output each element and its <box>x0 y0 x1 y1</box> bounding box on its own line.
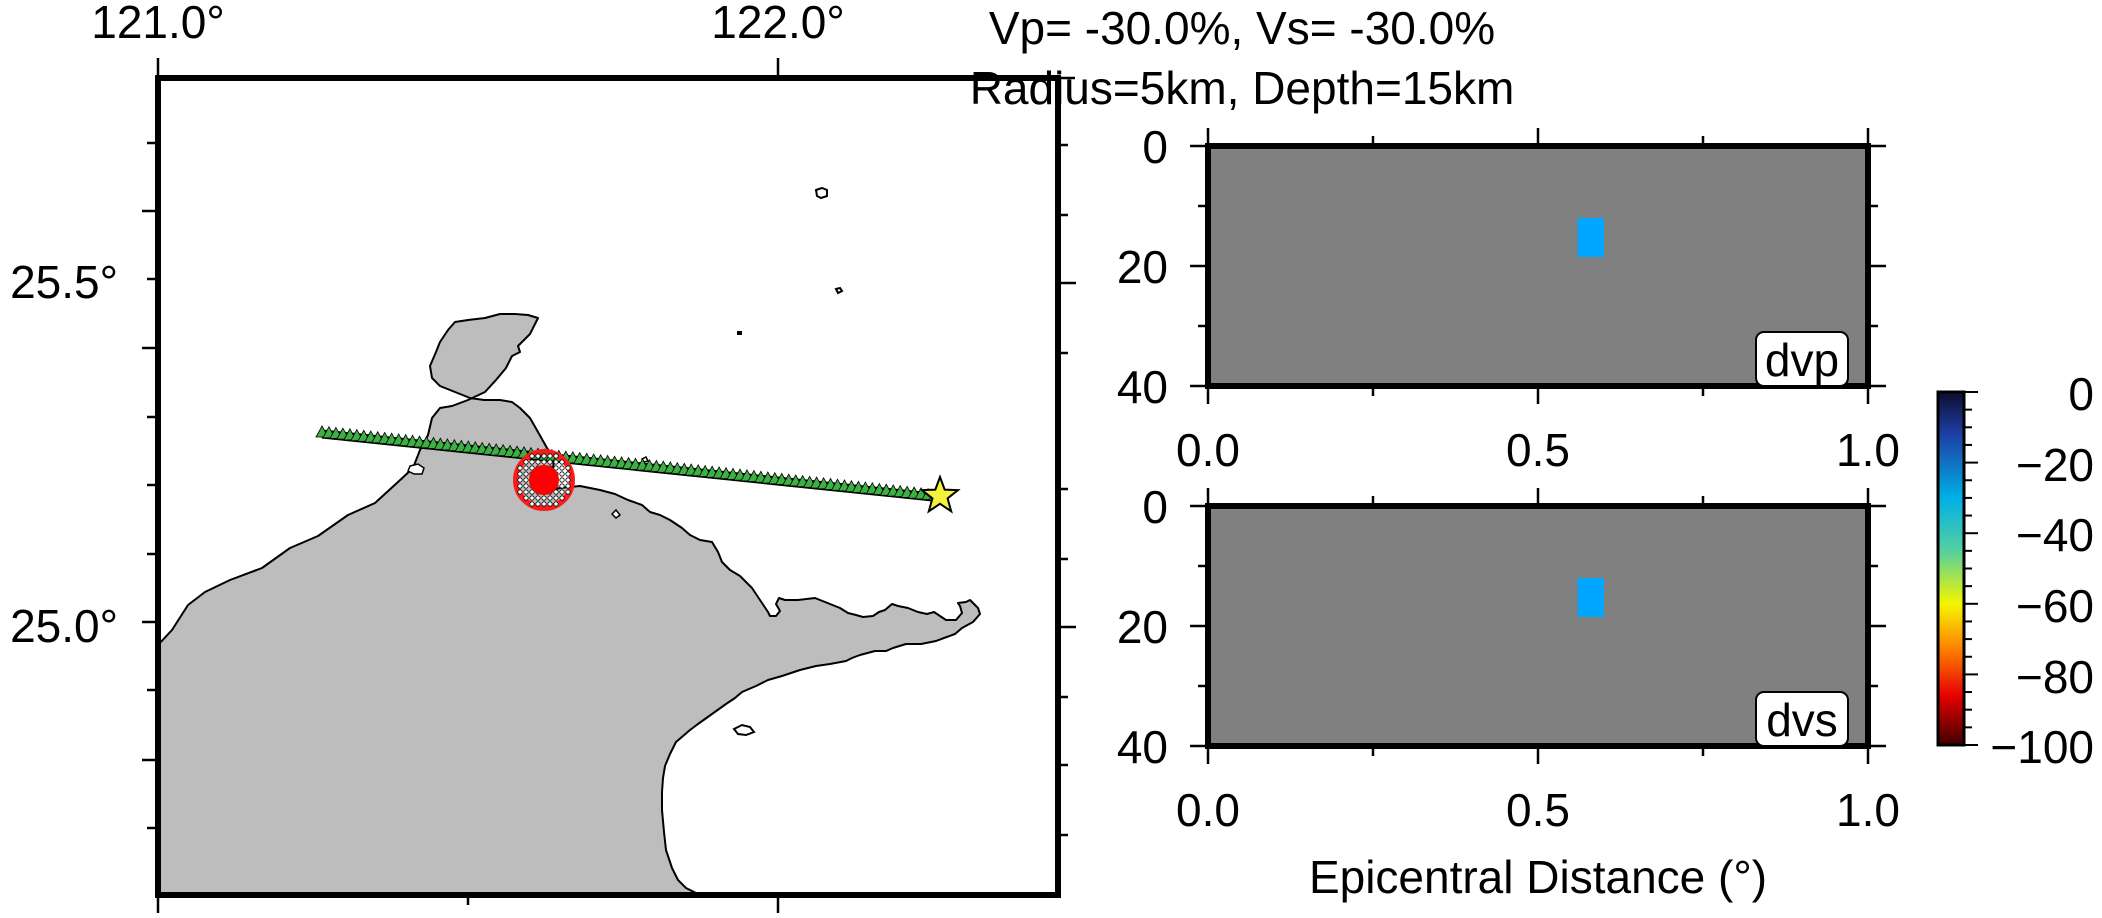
grid-node <box>517 471 523 477</box>
grid-node <box>517 489 523 495</box>
dvp-y-tick-40: 40 <box>1117 361 1168 413</box>
dvs-y-tick-0: 0 <box>1142 481 1168 533</box>
grid-node <box>565 477 571 483</box>
grid-node <box>523 483 529 489</box>
colorbar: 0 −20 −40 −60 −80 −100 <box>1936 368 2094 773</box>
grid-node <box>559 471 565 477</box>
island-2 <box>834 286 844 295</box>
grid-node <box>559 465 565 471</box>
grid-node <box>517 477 523 483</box>
dvp-label-box <box>1755 331 1849 387</box>
dvp-x-tick-1: 1.0 <box>1836 424 1900 476</box>
dvp-ticks <box>1190 128 1886 404</box>
grid-node <box>565 465 571 471</box>
grid-node <box>523 465 529 471</box>
grid-node <box>565 489 571 495</box>
grid-node <box>559 495 565 501</box>
anomaly-marker <box>513 449 575 511</box>
island-3 <box>737 331 742 335</box>
grid-node <box>523 477 529 483</box>
grid-node <box>529 459 535 465</box>
colorbar-tick-20: −20 <box>2016 439 2094 491</box>
section-title-line2: Radius=5km, Depth=15km <box>970 62 1515 114</box>
grid-node <box>517 483 523 489</box>
colorbar-tick-60: −60 <box>2016 580 2094 632</box>
grid-node <box>535 459 541 465</box>
dvs-label-box <box>1755 691 1849 747</box>
dvp-x-tick-0: 0.0 <box>1176 424 1240 476</box>
dvs-y-tick-20: 20 <box>1117 601 1168 653</box>
map-panel: 121.0° 122.0° 25.5° 25.0° <box>10 0 1076 913</box>
grid-node <box>553 465 559 471</box>
grid-node <box>541 453 547 459</box>
grid-node <box>553 459 559 465</box>
map-x-tick-label-1: 121.0° <box>91 0 225 48</box>
grid-node <box>529 465 535 471</box>
grid-node <box>553 489 559 495</box>
grid-node <box>529 495 535 501</box>
coastal-lagoon <box>407 463 425 475</box>
colorbar-tick-80: −80 <box>2016 651 2094 703</box>
x-axis-label: Epicentral Distance (°) <box>1309 851 1767 903</box>
landmass <box>158 313 981 895</box>
dvp-x-tick-05: 0.5 <box>1506 424 1570 476</box>
grid-node <box>559 477 565 483</box>
dvs-x-tick-0: 0.0 <box>1176 784 1240 836</box>
dvp-label: dvp <box>1765 334 1839 386</box>
island-4 <box>732 723 756 737</box>
islet-6 <box>610 508 622 519</box>
dvs-x-tick-05: 0.5 <box>1506 784 1570 836</box>
grid-node <box>523 471 529 477</box>
dvp-y-tick-20: 20 <box>1117 241 1168 293</box>
grid-node <box>547 495 553 501</box>
grid-node <box>523 495 529 501</box>
grid-node <box>559 489 565 495</box>
grid-node <box>541 501 547 507</box>
grid-node <box>535 501 541 507</box>
island-1 <box>814 186 828 200</box>
map-ticks <box>142 58 1076 913</box>
grid-node <box>559 483 565 489</box>
grid-node <box>541 495 547 501</box>
grid-node <box>547 459 553 465</box>
grid-node <box>535 495 541 501</box>
grid-node <box>553 495 559 501</box>
colorbar-tick-0: 0 <box>2068 368 2094 420</box>
grid-node <box>523 489 529 495</box>
grid-node <box>517 465 523 471</box>
colorbar-tick-100: −100 <box>1990 721 2094 773</box>
dvs-x-tick-1: 1.0 <box>1836 784 1900 836</box>
dvs-ticks <box>1190 488 1886 764</box>
event-star <box>919 474 961 514</box>
grid-node <box>565 471 571 477</box>
grid-node <box>553 501 559 507</box>
dvp-anomaly-block <box>1577 218 1604 257</box>
grid-node <box>541 459 547 465</box>
dvs-label: dvs <box>1766 694 1838 746</box>
grid-node <box>547 501 553 507</box>
grid-node <box>553 453 559 459</box>
dvs-panel: 0 20 40 0.0 0.5 1.0 dvs <box>1117 481 1900 836</box>
colorbar-ramp <box>1936 390 1966 747</box>
dvs-y-tick-40: 40 <box>1117 721 1168 773</box>
dvp-panel: 0 20 40 0.0 0.5 1.0 dvp <box>1117 121 1900 476</box>
grid-node <box>529 453 535 459</box>
grid-node <box>529 501 535 507</box>
grid-node <box>529 489 535 495</box>
grid-node <box>565 483 571 489</box>
grid-node <box>523 459 529 465</box>
map-frame <box>155 75 1061 898</box>
grid-node <box>559 459 565 465</box>
map-y-tick-label-1: 25.5° <box>10 256 118 308</box>
map-y-tick-label-2: 25.0° <box>10 600 118 652</box>
map-x-tick-label-2: 122.0° <box>711 0 845 48</box>
grid-node <box>535 453 541 459</box>
section-title-line1: Vp= -30.0%, Vs= -30.0% <box>989 2 1495 54</box>
dvs-anomaly-block <box>1577 578 1604 617</box>
grid-node <box>547 453 553 459</box>
dvp-y-tick-0: 0 <box>1142 121 1168 173</box>
colorbar-tick-40: −40 <box>2016 509 2094 561</box>
